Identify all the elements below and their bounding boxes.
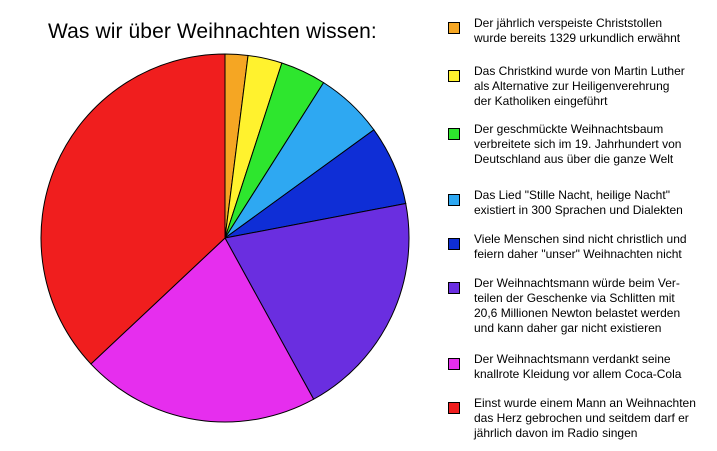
legend-label: Der Weihnachtsmann verdankt seine knallr… (474, 352, 682, 381)
legend-label: Das Lied "Stille Nacht, heilige Nacht" e… (474, 188, 683, 217)
legend-label: Der geschmückte Weihnachtsbaum verbreite… (474, 122, 682, 166)
pie-slices (40, 53, 410, 423)
legend-swatch (448, 358, 460, 370)
legend-swatch (448, 194, 460, 206)
pie-slice-8 (40, 53, 226, 365)
legend-label: Viele Menschen sind nicht christlich und… (474, 232, 687, 261)
legend-label: Das Christkind wurde von Martin Luther a… (474, 64, 685, 108)
legend-swatch (448, 238, 460, 250)
legend-swatch (448, 70, 460, 82)
legend-label: Einst wurde einem Mann an Weihnachten da… (474, 396, 696, 440)
pie-slice-7 (90, 237, 315, 423)
legend-label: Der Weihnachtsmann würde beim Ver- teile… (474, 276, 681, 335)
legend-swatch (448, 22, 460, 34)
legend-swatch (448, 402, 460, 414)
chart-title: Was wir über Weihnachten wissen: (48, 20, 377, 43)
legend-swatch (448, 128, 460, 140)
pie-chart (40, 53, 410, 423)
pie-slice-6 (224, 202, 410, 400)
legend-label: Der jährlich verspeiste Christstollen wu… (474, 16, 681, 45)
legend-swatch (448, 282, 460, 294)
